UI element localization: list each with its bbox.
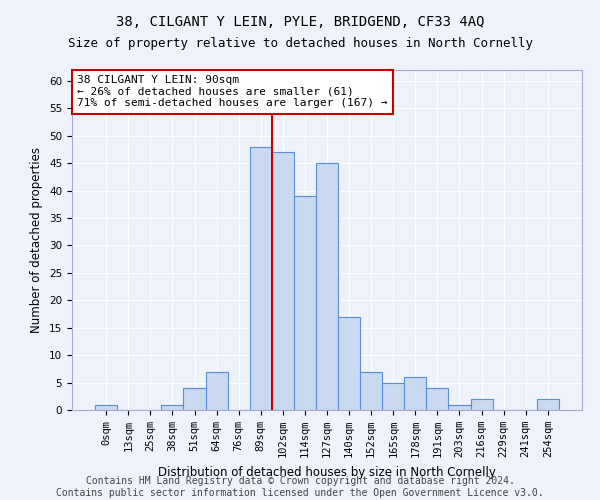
Bar — [272, 152, 294, 410]
Bar — [404, 377, 427, 410]
Bar — [448, 404, 470, 410]
Bar — [206, 372, 227, 410]
Bar — [338, 317, 360, 410]
Bar — [382, 382, 404, 410]
Bar — [250, 147, 272, 410]
Text: 38 CILGANT Y LEIN: 90sqm
← 26% of detached houses are smaller (61)
71% of semi-d: 38 CILGANT Y LEIN: 90sqm ← 26% of detach… — [77, 75, 388, 108]
Bar — [537, 399, 559, 410]
Bar — [294, 196, 316, 410]
Text: Contains HM Land Registry data © Crown copyright and database right 2024.
Contai: Contains HM Land Registry data © Crown c… — [56, 476, 544, 498]
Bar — [470, 399, 493, 410]
Y-axis label: Number of detached properties: Number of detached properties — [31, 147, 43, 333]
Bar — [184, 388, 206, 410]
Text: 38, CILGANT Y LEIN, PYLE, BRIDGEND, CF33 4AQ: 38, CILGANT Y LEIN, PYLE, BRIDGEND, CF33… — [116, 15, 484, 29]
Text: Size of property relative to detached houses in North Cornelly: Size of property relative to detached ho… — [67, 38, 533, 51]
Bar — [427, 388, 448, 410]
Bar — [360, 372, 382, 410]
Bar — [316, 163, 338, 410]
X-axis label: Distribution of detached houses by size in North Cornelly: Distribution of detached houses by size … — [158, 466, 496, 478]
Bar — [95, 404, 117, 410]
Bar — [161, 404, 184, 410]
